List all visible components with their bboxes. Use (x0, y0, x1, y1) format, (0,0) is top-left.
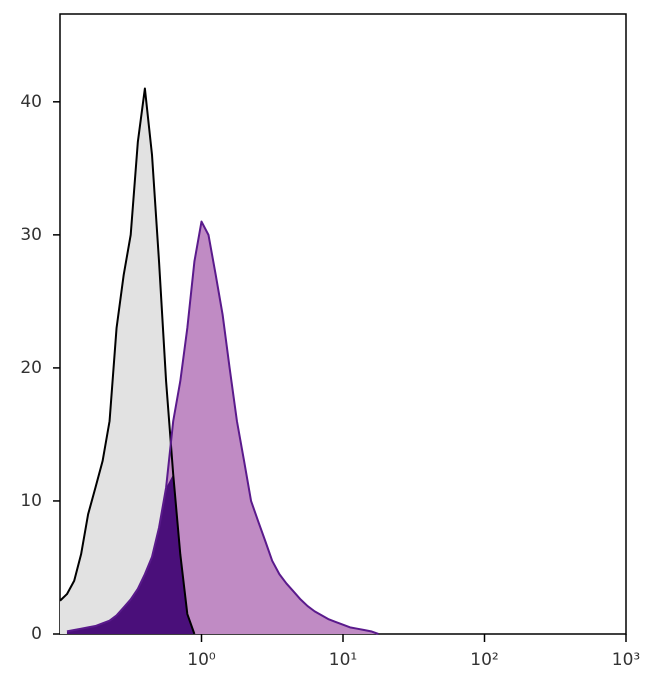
x-tick-label: 10¹ (329, 650, 357, 670)
y-tick-label: 10 (20, 491, 42, 511)
y-tick-label: 0 (31, 624, 42, 644)
series-line (59, 87, 196, 635)
overlap-fill (66, 474, 195, 634)
x-tick-label: 10³ (612, 650, 640, 670)
x-tick-label: 10² (470, 650, 498, 670)
y-tick-label: 20 (20, 358, 42, 378)
series-line (66, 220, 379, 635)
x-tick-label: 10⁰ (187, 650, 216, 670)
area-fill (66, 221, 379, 634)
y-tick-label: 40 (20, 92, 42, 112)
y-tick-label: 30 (20, 225, 42, 245)
